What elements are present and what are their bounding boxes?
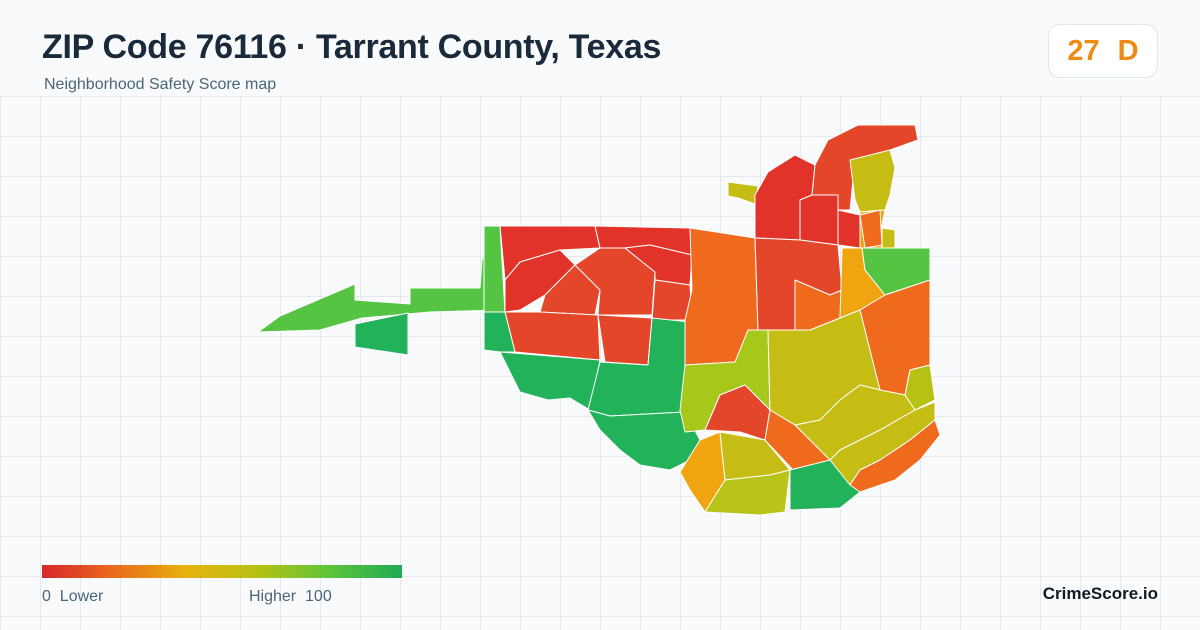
region-sw-green-4[interactable] — [587, 409, 701, 471]
legend-low-label: 0 Lower — [42, 588, 103, 606]
page-title: ZIP Code 76116 · Tarrant County, Texas — [42, 28, 662, 66]
region-west-block[interactable] — [354, 312, 409, 356]
legend-color-bar — [42, 565, 402, 578]
legend-high-label: Higher 100 — [249, 588, 332, 606]
region-s-olive-2[interactable] — [704, 469, 791, 516]
legend-low-text: Lower — [59, 588, 104, 605]
legend-high-text: Higher — [249, 588, 297, 605]
header-band — [0, 0, 1200, 96]
region-e-yellow-green[interactable] — [904, 364, 936, 411]
score-grade: D — [1117, 34, 1139, 67]
region-s-green-1[interactable] — [789, 459, 861, 511]
region-sw-green-2[interactable] — [499, 351, 601, 411]
region-nw-3[interactable] — [539, 264, 601, 316]
region-w-red-2[interactable] — [597, 314, 653, 366]
region-sw-green-1[interactable] — [483, 311, 516, 353]
region-ne-olive[interactable] — [849, 149, 896, 213]
region-ne-red-3[interactable] — [799, 194, 839, 246]
region-ne-tiny[interactable] — [727, 181, 759, 205]
legend-high-value: 100 — [305, 588, 332, 605]
region-ne-sliver[interactable] — [881, 227, 896, 249]
page-subtitle: Neighborhood Safety Score map — [44, 76, 277, 93]
region-w-red-1[interactable] — [504, 311, 601, 361]
brand-logo[interactable]: CrimeScore.io — [1042, 584, 1158, 603]
region-west-tail[interactable] — [257, 225, 501, 333]
legend-low-value: 0 — [42, 588, 51, 605]
region-ne-red-4[interactable] — [837, 209, 861, 249]
region-se-orange[interactable] — [849, 419, 941, 493]
score-badge: 27 D — [1048, 24, 1158, 78]
score-value: 27 — [1067, 34, 1100, 67]
